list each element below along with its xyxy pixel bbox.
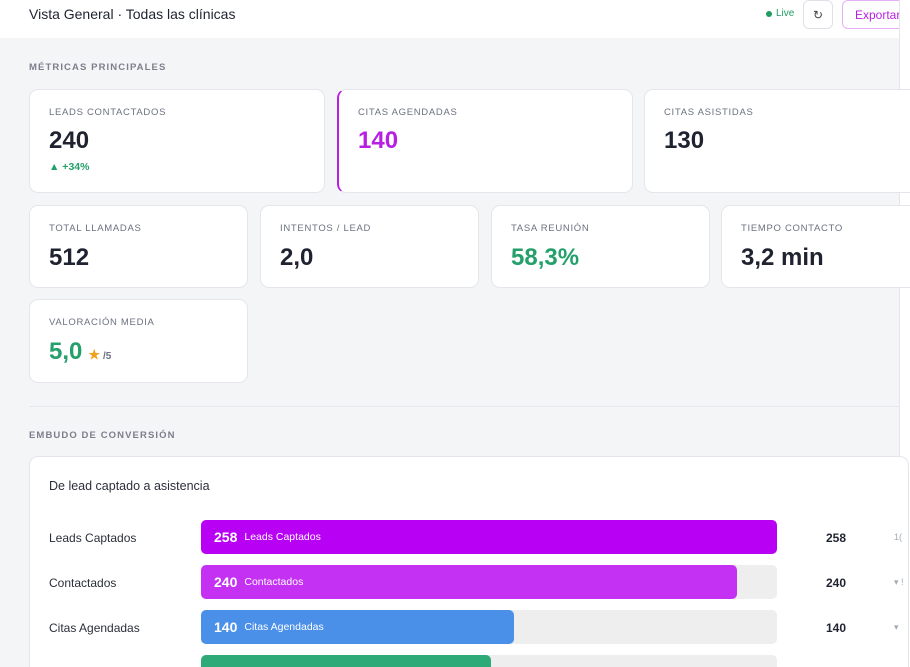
metric-label: VALORACIÓN MEDIA bbox=[49, 317, 155, 328]
page-title: Vista General · Todas las clínicas bbox=[29, 6, 236, 22]
metric-value-row: 5,0 ★ /5 bbox=[49, 338, 111, 366]
metric-label: CITAS AGENDADAS bbox=[358, 107, 458, 118]
metric-value: 3,2 min bbox=[741, 244, 824, 271]
funnel-row-label: Leads Captados bbox=[49, 531, 137, 545]
funnel-bar-label: Contactados bbox=[244, 576, 304, 588]
metric-label: TOTAL LLAMADAS bbox=[49, 223, 142, 234]
metric-value: 130 bbox=[664, 127, 705, 154]
funnel-row-count: 258 bbox=[825, 531, 846, 545]
metric-label: LEADS CONTACTADOS bbox=[49, 107, 167, 118]
metric-card-tiempo-contacto[interactable]: TIEMPO CONTACTO 3,2 min bbox=[721, 205, 910, 288]
refresh-icon: ↻ bbox=[812, 7, 824, 22]
funnel-row-extra: 1( bbox=[894, 532, 903, 542]
metric-card-tasa-reunion[interactable]: TASA REUNIÓN 58,3% bbox=[491, 205, 710, 288]
funnel-bar-track: 240 Contactados bbox=[201, 565, 777, 599]
refresh-button[interactable]: ↻ bbox=[803, 0, 833, 29]
right-panel-edge bbox=[899, 0, 910, 667]
funnel-bar[interactable]: 140 Citas Agendadas bbox=[201, 610, 514, 644]
metric-value: 5,0 bbox=[49, 338, 83, 365]
funnel-row-extra: ▾ bbox=[894, 622, 899, 632]
rating-out-of: /5 bbox=[103, 351, 112, 362]
funnel-bar[interactable] bbox=[201, 655, 492, 667]
funnel-card: De lead captado a asistencia Leads Capta… bbox=[29, 456, 909, 667]
metric-card-intentos-lead[interactable]: INTENTOS / LEAD 2,0 bbox=[260, 205, 479, 288]
funnel-row-count: 240 bbox=[825, 576, 846, 590]
funnel-bar-track bbox=[201, 655, 777, 667]
funnel-bar-label: Leads Captados bbox=[244, 531, 321, 543]
metric-label: INTENTOS / LEAD bbox=[280, 223, 372, 234]
metric-label: TASA REUNIÓN bbox=[511, 223, 590, 234]
funnel-subtitle: De lead captado a asistencia bbox=[49, 479, 210, 493]
live-label: Live bbox=[776, 8, 795, 19]
funnel-bar-value: 240 bbox=[214, 574, 238, 590]
metric-label: CITAS ASISTIDAS bbox=[664, 107, 754, 118]
live-indicator: Live bbox=[766, 8, 794, 19]
metric-delta: ▲ +34% bbox=[49, 161, 90, 173]
export-button[interactable]: Exportar bbox=[842, 0, 910, 29]
section-divider bbox=[29, 406, 900, 407]
metric-card-citas-asistidas[interactable]: CITAS ASISTIDAS 130 bbox=[644, 89, 910, 193]
metric-card-total-llamadas[interactable]: TOTAL LLAMADAS 512 bbox=[29, 205, 248, 288]
metrics-section-title: MÉTRICAS PRINCIPALES bbox=[29, 62, 167, 73]
metric-value: 512 bbox=[49, 244, 90, 271]
metric-card-citas-agendadas[interactable]: CITAS AGENDADAS 140 bbox=[337, 89, 633, 193]
funnel-bar-track: 258 Leads Captados bbox=[201, 520, 777, 554]
funnel-bar[interactable]: 258 Leads Captados bbox=[201, 520, 777, 554]
funnel-bar-label: Citas Agendadas bbox=[244, 621, 324, 633]
funnel-row-label: Contactados bbox=[49, 576, 117, 590]
funnel-bar-value: 258 bbox=[214, 529, 238, 545]
metric-card-valoracion-media[interactable]: VALORACIÓN MEDIA 5,0 ★ /5 bbox=[29, 299, 248, 383]
funnel-bar[interactable]: 240 Contactados bbox=[201, 565, 737, 599]
funnel-row-label: Citas Agendadas bbox=[49, 621, 140, 635]
funnel-bar-value: 140 bbox=[214, 619, 238, 635]
metric-value: 58,3% bbox=[511, 244, 580, 271]
funnel-section-title: EMBUDO DE CONVERSIÓN bbox=[29, 430, 176, 441]
funnel-row-extra: ▾ ! bbox=[894, 577, 904, 587]
funnel-bar-track: 140 Citas Agendadas bbox=[201, 610, 777, 644]
metric-label: TIEMPO CONTACTO bbox=[741, 223, 843, 234]
top-bar: Vista General · Todas las clínicas Live … bbox=[0, 0, 910, 38]
metric-card-leads-contactados[interactable]: LEADS CONTACTADOS 240 ▲ +34% bbox=[29, 89, 325, 193]
metric-value: 2,0 bbox=[280, 244, 314, 271]
metric-value: 240 bbox=[49, 127, 90, 154]
live-dot-icon bbox=[766, 10, 772, 17]
funnel-row-count: 140 bbox=[825, 621, 846, 635]
metric-value: 140 bbox=[358, 127, 399, 154]
star-icon: ★ bbox=[88, 347, 101, 362]
